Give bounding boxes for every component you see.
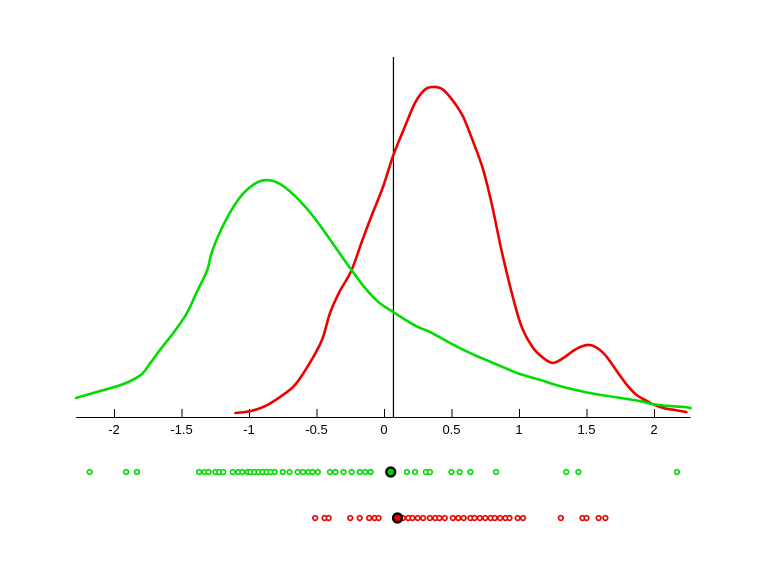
rug-dot-green — [205, 468, 212, 476]
rug-dot-green — [348, 468, 355, 476]
rug-dot-red — [602, 514, 609, 522]
density-curve-green — [74, 178, 692, 410]
x-axis-tick-label: 1.5 — [577, 422, 595, 437]
x-axis-tick-label: 0.5 — [442, 422, 460, 437]
rug-dot-green — [133, 468, 141, 476]
x-axis-tick-label: -1 — [243, 422, 255, 437]
rug-dot-red — [441, 514, 448, 522]
rug-dot-green — [326, 468, 334, 476]
rug-dot-green — [299, 468, 307, 476]
rug-dot-green — [86, 468, 93, 476]
mean-marker-green — [385, 466, 397, 478]
rug-dot-red — [347, 514, 354, 522]
mean-marker-red — [391, 512, 404, 524]
rug-dot-red — [426, 514, 434, 522]
rug-dot-green — [426, 468, 434, 476]
rug-dot-green — [314, 468, 322, 476]
rug-dot-red — [514, 514, 521, 522]
x-axis-tick-label: 0 — [380, 422, 387, 437]
rug-dot-red — [471, 514, 478, 522]
rug-dot-green — [456, 468, 463, 476]
rug-dot-red — [356, 514, 363, 522]
x-axis-tick-label: 2 — [650, 422, 657, 437]
rug-dot-green — [271, 468, 278, 476]
rug-dot-red — [491, 514, 498, 522]
rug-dot-green — [332, 468, 339, 476]
rug-dot-green — [467, 468, 474, 476]
rug-dot-red — [583, 514, 590, 522]
rug-dot-green — [361, 468, 369, 476]
rug-dot-red — [557, 514, 564, 522]
rug-dot-red — [476, 514, 484, 522]
rug-dot-green — [340, 468, 347, 476]
rug-dot-green — [356, 468, 363, 476]
rug-dot-green — [673, 468, 681, 476]
x-axis-tick-label: -0.5 — [305, 422, 327, 437]
rug-dot-green — [294, 468, 301, 476]
x-axis-tick-label: 1 — [515, 422, 522, 437]
x-axis-tick-label: -2 — [108, 422, 120, 437]
rug-dot-red — [436, 514, 443, 522]
rug-dot-red — [409, 514, 416, 522]
x-axis-tick-label: -1.5 — [170, 422, 192, 437]
rug-dot-red — [375, 514, 382, 522]
rug-dot-green — [122, 468, 130, 476]
rug-dot-red — [496, 514, 504, 522]
rug-dot-green — [411, 468, 419, 476]
rug-dot-green — [229, 468, 236, 476]
rug-dot-red — [482, 514, 489, 522]
rug-dot-red — [420, 514, 427, 522]
rug-dot-red — [366, 514, 373, 522]
rug-dot-red — [325, 514, 332, 522]
rug-dot-red — [449, 514, 457, 522]
rug-dot-red — [519, 514, 527, 522]
rug-dot-green — [367, 468, 374, 476]
rug-dot-green — [220, 468, 227, 476]
density-curve-red — [234, 85, 688, 415]
rug-dot-green — [195, 468, 203, 476]
rug-dot-green — [239, 468, 246, 476]
rug-dot-green — [286, 468, 293, 476]
rug-dot-green — [575, 468, 582, 476]
rug-dot-green — [448, 468, 455, 476]
rug-dot-green — [279, 468, 286, 476]
rug-dot-red — [414, 514, 421, 522]
rug-dot-red — [460, 514, 467, 522]
rug-dot-red — [595, 514, 602, 522]
rug-dot-green — [403, 468, 411, 476]
rug-dot-green — [492, 468, 500, 476]
rug-dot-red — [506, 514, 513, 522]
rug-dot-red — [455, 514, 462, 522]
rug-dot-green — [309, 468, 316, 476]
rug-dot-red — [312, 514, 319, 522]
rug-dot-green — [563, 468, 570, 476]
